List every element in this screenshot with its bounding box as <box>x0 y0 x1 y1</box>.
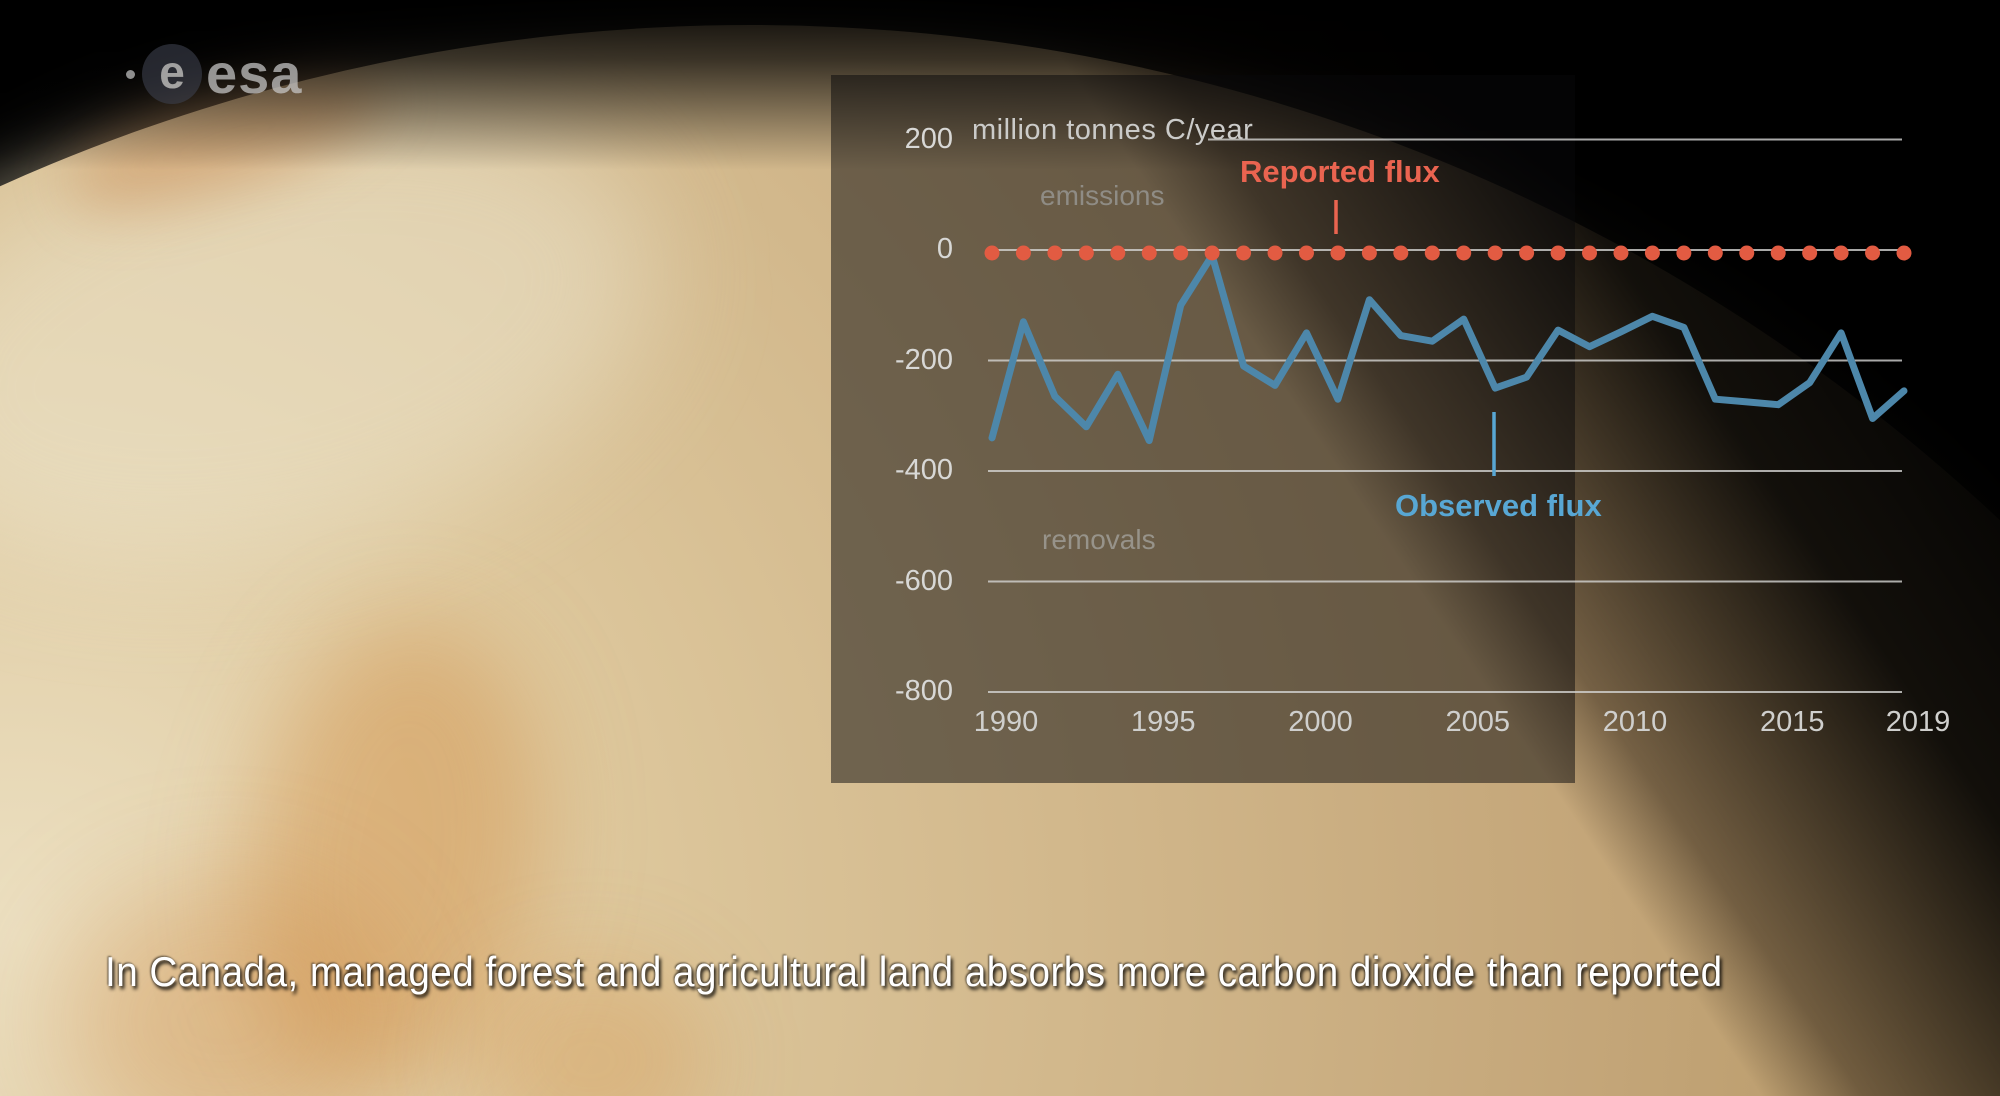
y-tick-label: 0 <box>936 233 953 265</box>
y-tick-label: -600 <box>894 564 953 597</box>
y-tick-label: -400 <box>894 454 953 486</box>
y-axis-unit-label: million tonnes C/year <box>972 114 1254 146</box>
y-tick-label: -200 <box>894 343 953 376</box>
x-tick-label: 2019 <box>1885 706 1951 738</box>
x-tick-label: 1995 <box>1130 706 1196 738</box>
esa-logo-dot-icon <box>126 69 135 79</box>
reported-flux-series-label: Reported flux <box>1240 154 1440 189</box>
esa-logo-letter: e <box>159 46 185 98</box>
x-tick-label: 2010 <box>1602 706 1668 738</box>
removals-region-label: removals <box>1042 524 1156 555</box>
esa-logo-disc-icon: e <box>142 44 202 104</box>
emissions-region-label: emissions <box>1040 180 1165 211</box>
x-tick-label: 2000 <box>1288 706 1353 738</box>
x-tick-label: 2005 <box>1445 706 1510 738</box>
caption: In Canada, managed forest and agricultur… <box>105 948 1723 995</box>
x-tick-label: 2015 <box>1759 706 1825 738</box>
y-tick-label: -800 <box>894 675 953 707</box>
esa-logo: e esa <box>126 44 302 104</box>
esa-wordmark: esa <box>206 42 303 105</box>
observed-flux-series-label: Observed flux <box>1395 488 1602 523</box>
y-tick-label: 200 <box>904 122 953 155</box>
x-tick-label: 1990 <box>973 706 1039 738</box>
